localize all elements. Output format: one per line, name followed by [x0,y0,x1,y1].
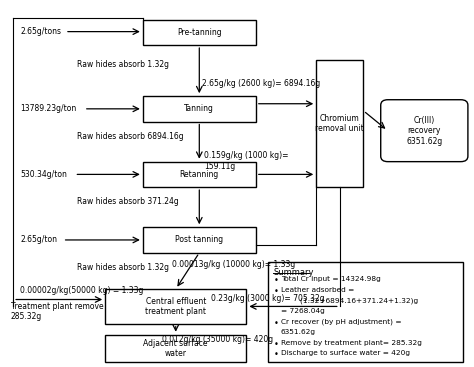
Bar [143,161,256,187]
Bar [316,60,363,187]
FancyBboxPatch shape [381,100,468,161]
Text: 2.65g/ton: 2.65g/ton [20,236,57,244]
Text: 530.34g/ton: 530.34g/ton [20,170,67,179]
Text: Chromium
removal unit: Chromium removal unit [315,114,364,133]
Text: 0.00013g/kg (10000 kg)= 1.33g: 0.00013g/kg (10000 kg)= 1.33g [173,260,296,269]
Text: •: • [273,276,278,286]
Text: Total Cr input = 14324.98g: Total Cr input = 14324.98g [281,276,381,282]
Text: Raw hides absorb 371.24g: Raw hides absorb 371.24g [77,197,179,206]
Text: Remove by treatment plant= 285.32g: Remove by treatment plant= 285.32g [281,340,422,346]
Bar [105,335,246,362]
Text: •: • [273,287,278,296]
Text: Retanning: Retanning [180,170,219,179]
Text: Post tanning: Post tanning [175,236,223,244]
Text: Cr recover (by pH adjustment) =: Cr recover (by pH adjustment) = [281,319,401,325]
Text: •: • [273,319,278,328]
Text: 0.00002g/kg(50000 kg) = 1.33g: 0.00002g/kg(50000 kg) = 1.33g [20,286,144,295]
Bar [143,227,256,253]
Text: Cr(III)
recovery
6351.62g: Cr(III) recovery 6351.62g [406,116,442,146]
Text: 6351.62g: 6351.62g [281,329,316,335]
Text: •: • [273,340,278,349]
Text: (1.32+6894.16+371.24+1.32)g: (1.32+6894.16+371.24+1.32)g [281,298,418,304]
Text: 2.65g/tons: 2.65g/tons [20,27,61,36]
Text: 0.23g/kg (3000 kg)= 705.32g: 0.23g/kg (3000 kg)= 705.32g [211,294,325,303]
Text: Central effluent
treatment plant: Central effluent treatment plant [145,297,206,316]
Bar [105,289,246,324]
Text: 13789.23g/ton: 13789.23g/ton [20,104,76,113]
Text: Raw hides absorb 1.32g: Raw hides absorb 1.32g [77,263,169,272]
Bar [143,96,256,121]
Text: 0.012g/kg (35000 kg)= 420g: 0.012g/kg (35000 kg)= 420g [162,335,273,344]
Text: •: • [273,350,278,359]
Bar [268,262,463,362]
Text: Summary: Summary [273,268,314,277]
Text: Adjacent surface
water: Adjacent surface water [144,339,208,358]
Text: Raw hides absorb 1.32g: Raw hides absorb 1.32g [77,60,169,69]
Text: = 7268.04g: = 7268.04g [281,308,325,314]
Text: 2.65g/kg (2600 kg)= 6894.16g: 2.65g/kg (2600 kg)= 6894.16g [201,79,320,88]
Bar [143,19,256,45]
Text: Leather adsorbed =: Leather adsorbed = [281,287,354,293]
Text: Treatment plant remove
285.32g: Treatment plant remove 285.32g [11,302,103,321]
Text: 0.159g/kg (1000 kg)=
159.11g: 0.159g/kg (1000 kg)= 159.11g [204,151,289,171]
Text: Pre-tanning: Pre-tanning [177,28,222,37]
Text: Raw hides absorb 6894.16g: Raw hides absorb 6894.16g [77,132,183,141]
Text: Discharge to surface water = 420g: Discharge to surface water = 420g [281,350,410,356]
Text: Tanning: Tanning [184,104,214,113]
